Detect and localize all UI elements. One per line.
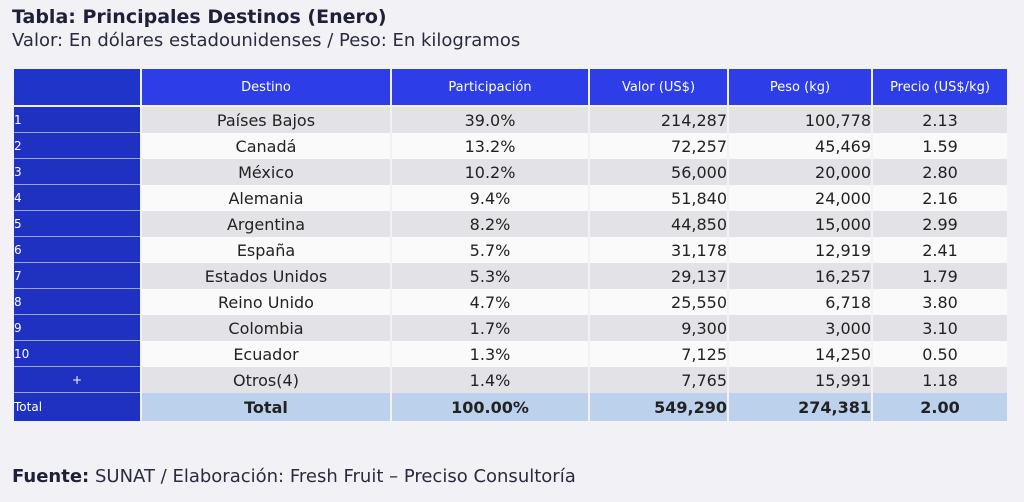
table-row: + Otros(4) 1.4% 7,765 15,991 1.18 <box>14 367 1007 393</box>
valor-cell: 56,000 <box>590 159 727 185</box>
destino-cell: Reino Unido <box>142 289 390 315</box>
rank-cell: 7 <box>14 263 140 289</box>
header-participacion: Participación <box>392 69 588 107</box>
precio-cell: 0.50 <box>873 341 1007 367</box>
participacion-cell: 39.0% <box>392 107 588 133</box>
precio-cell: 3.10 <box>873 315 1007 341</box>
valor-cell: 214,287 <box>590 107 727 133</box>
peso-cell: 45,469 <box>729 133 871 159</box>
header-precio: Precio (US$/kg) <box>873 69 1007 107</box>
valor-cell: 9,300 <box>590 315 727 341</box>
header-row: Destino Participación Valor (US$) Peso (… <box>14 69 1007 107</box>
table-row: 2 Canadá 13.2% 72,257 45,469 1.59 <box>14 133 1007 159</box>
peso-cell: 16,257 <box>729 263 871 289</box>
valor-cell: 51,840 <box>590 185 727 211</box>
valor-cell: 31,178 <box>590 237 727 263</box>
source-label: Fuente: <box>12 466 90 487</box>
header-rank <box>14 69 140 107</box>
destino-cell: España <box>142 237 390 263</box>
precio-cell: 1.79 <box>873 263 1007 289</box>
valor-cell: 72,257 <box>590 133 727 159</box>
table-row: 5 Argentina 8.2% 44,850 15,000 2.99 <box>14 211 1007 237</box>
peso-cell: 14,250 <box>729 341 871 367</box>
valor-cell: 29,137 <box>590 263 727 289</box>
destino-cell: Estados Unidos <box>142 263 390 289</box>
participacion-cell: 10.2% <box>392 159 588 185</box>
total-rank-cell: Total <box>14 393 140 421</box>
rank-cell: 2 <box>14 133 140 159</box>
precio-cell: 2.16 <box>873 185 1007 211</box>
title-block: Tabla: Principales Destinos (Enero) Valo… <box>12 5 520 53</box>
rank-cell: 6 <box>14 237 140 263</box>
destino-cell: Ecuador <box>142 341 390 367</box>
header-peso: Peso (kg) <box>729 69 871 107</box>
peso-cell: 6,718 <box>729 289 871 315</box>
total-peso-cell: 274,381 <box>729 393 871 421</box>
peso-cell: 15,991 <box>729 367 871 393</box>
peso-cell: 12,919 <box>729 237 871 263</box>
rank-cell: 3 <box>14 159 140 185</box>
participacion-cell: 13.2% <box>392 133 588 159</box>
destino-cell: México <box>142 159 390 185</box>
total-valor-cell: 549,290 <box>590 393 727 421</box>
rank-cell: 1 <box>14 107 140 133</box>
table-row: 10 Ecuador 1.3% 7,125 14,250 0.50 <box>14 341 1007 367</box>
participacion-cell: 9.4% <box>392 185 588 211</box>
table-row: 9 Colombia 1.7% 9,300 3,000 3.10 <box>14 315 1007 341</box>
rank-cell: + <box>14 367 140 393</box>
header-destino: Destino <box>142 69 390 107</box>
precio-cell: 3.80 <box>873 289 1007 315</box>
rank-cell: 8 <box>14 289 140 315</box>
destino-cell: Alemania <box>142 185 390 211</box>
total-row: Total Total 100.00% 549,290 274,381 2.00 <box>14 393 1007 421</box>
peso-cell: 100,778 <box>729 107 871 133</box>
table-row: 1 Países Bajos 39.0% 214,287 100,778 2.1… <box>14 107 1007 133</box>
rank-cell: 10 <box>14 341 140 367</box>
peso-cell: 20,000 <box>729 159 871 185</box>
participacion-cell: 5.3% <box>392 263 588 289</box>
destinations-table: Destino Participación Valor (US$) Peso (… <box>12 69 1009 421</box>
table-subtitle: Valor: En dólares estadounidenses / Peso… <box>12 30 521 51</box>
destino-cell: Argentina <box>142 211 390 237</box>
destino-cell: Canadá <box>142 133 390 159</box>
table-row: 6 España 5.7% 31,178 12,919 2.41 <box>14 237 1007 263</box>
precio-cell: 2.13 <box>873 107 1007 133</box>
precio-cell: 2.41 <box>873 237 1007 263</box>
table-row: 4 Alemania 9.4% 51,840 24,000 2.16 <box>14 185 1007 211</box>
precio-cell: 1.18 <box>873 367 1007 393</box>
precio-cell: 2.80 <box>873 159 1007 185</box>
destino-cell: Otros(4) <box>142 367 390 393</box>
precio-cell: 1.59 <box>873 133 1007 159</box>
precio-cell: 2.99 <box>873 211 1007 237</box>
peso-cell: 3,000 <box>729 315 871 341</box>
table-row: 7 Estados Unidos 5.3% 29,137 16,257 1.79 <box>14 263 1007 289</box>
valor-cell: 25,550 <box>590 289 727 315</box>
source-note: Fuente: SUNAT / Elaboración: Fresh Fruit… <box>12 466 576 487</box>
participacion-cell: 1.7% <box>392 315 588 341</box>
table-row: 3 México 10.2% 56,000 20,000 2.80 <box>14 159 1007 185</box>
valor-cell: 7,125 <box>590 341 727 367</box>
peso-cell: 15,000 <box>729 211 871 237</box>
table-row: 8 Reino Unido 4.7% 25,550 6,718 3.80 <box>14 289 1007 315</box>
destino-cell: Colombia <box>142 315 390 341</box>
total-precio-cell: 2.00 <box>873 393 1007 421</box>
source-text: SUNAT / Elaboración: Fresh Fruit – Preci… <box>89 466 576 487</box>
rank-cell: 5 <box>14 211 140 237</box>
participacion-cell: 8.2% <box>392 211 588 237</box>
rank-cell: 4 <box>14 185 140 211</box>
table-title: Tabla: Principales Destinos (Enero) <box>12 6 387 28</box>
header-valor: Valor (US$) <box>590 69 727 107</box>
valor-cell: 7,765 <box>590 367 727 393</box>
total-participacion-cell: 100.00% <box>392 393 588 421</box>
participacion-cell: 1.3% <box>392 341 588 367</box>
participacion-cell: 1.4% <box>392 367 588 393</box>
participacion-cell: 4.7% <box>392 289 588 315</box>
total-destino-cell: Total <box>142 393 390 421</box>
peso-cell: 24,000 <box>729 185 871 211</box>
rank-cell: 9 <box>14 315 140 341</box>
destino-cell: Países Bajos <box>142 107 390 133</box>
participacion-cell: 5.7% <box>392 237 588 263</box>
valor-cell: 44,850 <box>590 211 727 237</box>
